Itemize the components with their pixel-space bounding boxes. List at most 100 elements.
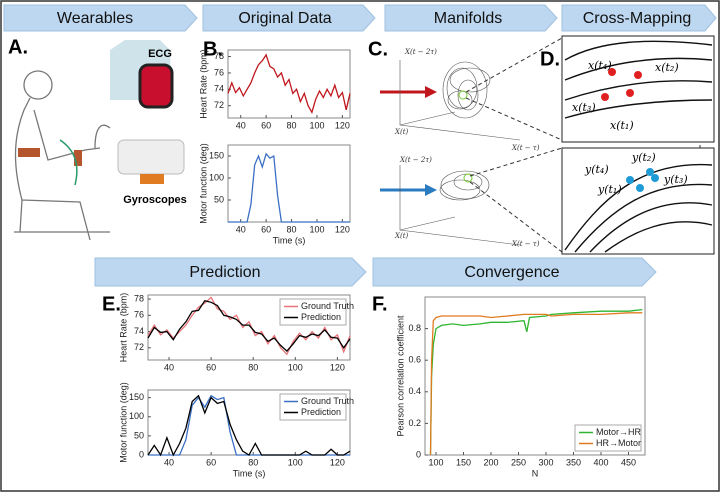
gyroscope-device [117, 139, 185, 175]
x-tick-label: 80 [248, 457, 258, 467]
y-tick-label: 100 [129, 411, 144, 421]
point-label: y(t₁) [597, 183, 622, 196]
x-tick-label: 100 [309, 224, 324, 234]
sensor-band [74, 150, 82, 166]
y-tick-label: 0.6 [408, 355, 421, 365]
x-tick-label: 80 [287, 120, 297, 130]
point-label: x(t₂) [655, 61, 679, 74]
x-tick-label: 60 [261, 224, 271, 234]
series-line [147, 394, 351, 457]
y-axis-label: Pearson correlation coefficient [395, 315, 405, 436]
y-tick-label: 150 [209, 150, 224, 160]
series-line [228, 152, 350, 223]
point-label: y(t₂) [631, 151, 656, 164]
panel-label: E. [102, 293, 121, 315]
x-tick-label: 250 [511, 457, 526, 467]
y-tick-label: 150 [129, 392, 144, 402]
point-label: x(t₁) [610, 119, 634, 132]
x-tick-label: 350 [566, 457, 581, 467]
plot-frame [227, 49, 351, 119]
plot-frame [227, 144, 351, 223]
panel-label: C. [368, 38, 388, 60]
y-axis-label: Motor function (deg) [118, 382, 128, 463]
x-axis-label: Time (s) [233, 468, 266, 478]
person-illustration [14, 70, 111, 241]
x-tick-label: 100 [288, 362, 303, 372]
y-tick-label: 76 [134, 310, 144, 320]
y-tick-label: 0 [416, 449, 421, 459]
legend-box [279, 298, 347, 326]
legend-label: HR→Motor [596, 438, 641, 448]
point-label: y(t₃) [663, 173, 688, 186]
y-axis-label: Heart Rate (bpm) [118, 293, 128, 363]
y-tick-label: 0.8 [408, 323, 421, 333]
panel-label: D. [540, 48, 560, 70]
trajectories [564, 40, 713, 253]
y-tick-label: 78 [214, 51, 224, 61]
y-tick-label: 0.2 [408, 418, 421, 428]
y-tick-label: 78 [134, 293, 144, 303]
manifold-axis: X(t) [394, 232, 409, 240]
x-tick-label: 60 [261, 120, 271, 130]
y-tick-label: 72 [134, 342, 144, 352]
x-tick-label: 400 [593, 457, 608, 467]
gyroscope-strap [140, 174, 164, 184]
x-tick-label: 100 [428, 457, 443, 467]
legend-label: Ground Truth [301, 396, 354, 406]
legend-box [574, 424, 642, 452]
zoom-box [561, 35, 715, 143]
point-label: y(t₄) [584, 163, 609, 176]
x-tick-label: 80 [287, 224, 297, 234]
y-axis-label: Motor function (deg) [198, 143, 208, 224]
panel-label: A. [8, 36, 28, 58]
neighborhood [463, 173, 473, 183]
arrows [380, 86, 437, 196]
point-label: x(t₄) [588, 59, 612, 72]
x-tick-label: 80 [248, 362, 258, 372]
legend-label: Prediction [301, 312, 341, 322]
series-line [147, 296, 351, 356]
y-tick-label: 0.4 [408, 386, 421, 396]
x-tick-label: 120 [335, 224, 350, 234]
series-line [429, 312, 643, 456]
header: Cross-Mapping [583, 10, 691, 27]
header: Prediction [189, 264, 260, 281]
legend-box [279, 393, 347, 421]
x-tick-label: 450 [621, 457, 636, 467]
manifold-axis: X(t − τ) [511, 240, 540, 248]
neighbor-points [626, 168, 659, 192]
y-tick-label: 76 [214, 67, 224, 77]
x-tick-label: 120 [330, 457, 345, 467]
x-tick-label: 40 [164, 457, 174, 467]
x-tick-label: 40 [236, 120, 246, 130]
x-tick-label: 150 [456, 457, 471, 467]
y-tick-label: 74 [214, 84, 224, 94]
y-tick-label: 100 [209, 172, 224, 182]
header-arrows [3, 4, 717, 287]
header: Manifolds [434, 10, 502, 27]
manifold-axis: X(t) [394, 128, 409, 136]
y-tick-label: 74 [134, 326, 144, 336]
device-label: ECG [148, 48, 172, 60]
y-axis-label: Heart Rate (bpm) [198, 49, 208, 119]
neighborhood [458, 90, 468, 100]
manifold-axis: X(t − τ) [511, 144, 540, 152]
x-tick-label: 60 [206, 457, 216, 467]
x-tick-label: 300 [538, 457, 553, 467]
x-tick-label: 100 [288, 457, 303, 467]
motion-arrow [59, 139, 78, 186]
x-axis-label: N [532, 468, 539, 478]
y-tick-label: 0 [139, 449, 144, 459]
x-tick-label: 40 [236, 224, 246, 234]
series-line [429, 308, 643, 456]
y-tick-label: 50 [214, 194, 224, 204]
header: Wearables [57, 10, 133, 27]
header: Original Data [238, 10, 331, 27]
series-line [227, 53, 351, 114]
header: Convergence [464, 264, 559, 281]
point-label: x(t₃) [572, 101, 596, 114]
device-label: Gyroscopes [123, 194, 187, 206]
x-tick-label: 120 [335, 120, 350, 130]
y-tick-label: 50 [134, 430, 144, 440]
